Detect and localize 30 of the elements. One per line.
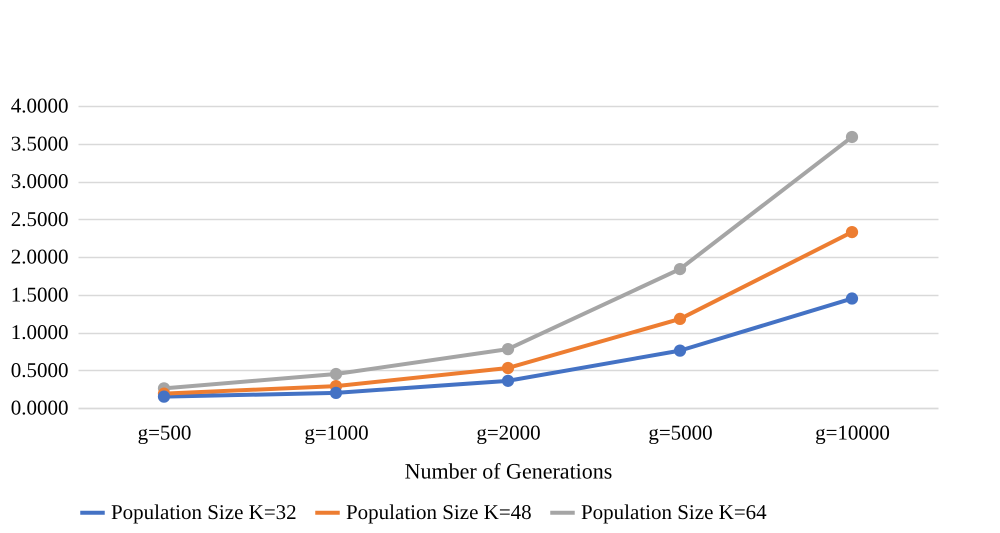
x-tick-label: g=500 [138,420,192,444]
point [674,312,686,326]
point [846,292,858,305]
y-tick-label: 0.5000 [10,358,68,382]
point [674,262,686,276]
y-tick-label: 0.0000 [10,396,68,420]
y-tick-label: 3.0000 [10,169,68,193]
legend-label: Population Size K=64 [581,500,768,524]
x-axis-title: Number of Generations [404,458,612,484]
x-tick-label: g=2000 [476,420,541,444]
point [502,374,514,387]
legend-label: Population Size K=48 [346,500,532,524]
point [846,130,858,144]
y-tick-label: 1.0000 [10,320,68,344]
point [846,226,858,238]
y-tick-label: 3.5000 [10,131,68,156]
y-tick-label: 1.5000 [10,282,68,306]
point [674,344,686,357]
y-tick-label: 4.0000 [10,94,68,118]
x-tick-label: g=5000 [648,420,713,444]
legend-label: Population Size K=32 [111,500,297,524]
point [158,390,170,403]
x-tick-label: g=10000 [815,420,890,444]
point [502,362,514,374]
x-tick-label: g=1000 [304,420,369,444]
y-tick-label: 2.5000 [10,206,68,231]
point [330,386,342,400]
y-tick-label: 2.0000 [10,244,68,268]
point [502,343,514,356]
point [330,368,342,380]
